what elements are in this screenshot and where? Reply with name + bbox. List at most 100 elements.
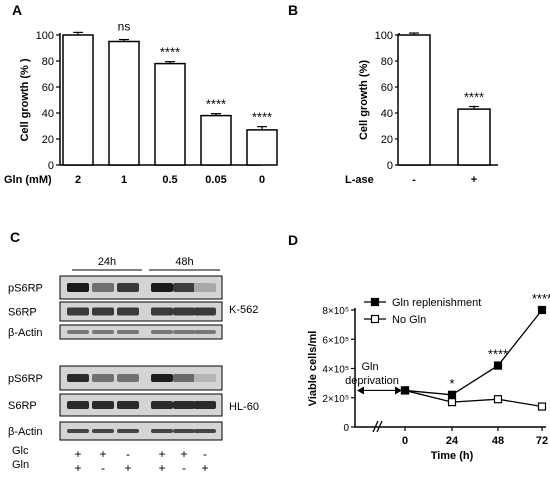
condition-sign: + xyxy=(124,461,131,472)
data-point xyxy=(447,390,457,399)
blot-band xyxy=(194,429,216,433)
annotation-arrowhead-left xyxy=(357,386,364,395)
blot-band xyxy=(173,307,195,316)
blot-band xyxy=(151,374,173,382)
blot-band xyxy=(151,401,173,409)
x-tick-label: 1 xyxy=(121,174,127,186)
y-tick-label: 100 xyxy=(375,30,393,42)
blot-band xyxy=(173,401,195,409)
condition-label: Gln xyxy=(12,459,29,471)
x-tick-label: 0 xyxy=(259,174,265,186)
significance-label: **** xyxy=(488,347,508,362)
blot-band xyxy=(194,401,216,409)
blot-band xyxy=(67,330,89,334)
blot-band xyxy=(92,429,114,433)
condition-sign: + xyxy=(99,447,106,461)
condition-sign: + xyxy=(74,447,81,461)
x-tick-label: + xyxy=(471,174,477,186)
y-axis-label: Cell growth (%) xyxy=(358,60,370,140)
bar xyxy=(397,34,431,166)
y-tick-label: 2×10⁵ xyxy=(322,394,349,405)
y-tick-label: 0 xyxy=(48,160,54,172)
blot-strip xyxy=(59,275,223,300)
y-tick-label: 80 xyxy=(42,56,54,68)
blot-band xyxy=(117,429,139,433)
axis-break-mark xyxy=(376,420,383,433)
blot-band xyxy=(173,374,195,382)
blot-row-label: β-Actin xyxy=(8,327,42,339)
y-tick-label: 0 xyxy=(343,423,349,434)
blot-row-label: S6RP xyxy=(8,307,37,319)
blot-band xyxy=(92,307,114,316)
x-tick-label: 24 xyxy=(446,435,459,447)
data-point xyxy=(537,402,547,411)
blot-strip xyxy=(59,421,223,441)
legend-marker xyxy=(370,297,380,307)
y-tick-label: 80 xyxy=(381,56,393,68)
blot-band xyxy=(194,283,216,292)
x-tick-label: - xyxy=(412,174,416,186)
bar xyxy=(154,62,186,166)
axis-break-mark xyxy=(372,420,379,433)
chart-d-viable-cells: 0 2×10⁵ 4×10⁵ 6×10⁵ 8×10⁵ Viable cells/ml 0 24 4… xyxy=(307,291,550,462)
blot-band xyxy=(117,330,139,334)
significance-label: ns xyxy=(118,20,131,34)
y-tick-label: 40 xyxy=(381,108,393,120)
x-tick-label: 72 xyxy=(536,435,548,447)
blot-strip xyxy=(59,301,223,322)
bar xyxy=(200,114,232,166)
blot-band xyxy=(67,307,89,316)
blot-band xyxy=(67,374,89,382)
blot-band xyxy=(92,374,114,382)
condition-sign: + xyxy=(158,447,165,461)
legend-marker xyxy=(370,314,380,324)
blot-band xyxy=(67,429,89,433)
blot-band xyxy=(194,307,216,316)
legend-label: No Gln xyxy=(392,314,426,326)
blot-band xyxy=(67,401,89,409)
chart-b-lase: 0 20 40 60 80 100 Cell growth (%) - **** + L-ase xyxy=(345,30,498,186)
bar xyxy=(108,40,140,166)
blot-band xyxy=(117,307,139,316)
data-point xyxy=(493,361,503,370)
blot-band xyxy=(151,283,173,292)
y-tick-label: 20 xyxy=(381,134,393,146)
condition-sign: - xyxy=(203,447,207,461)
blot-band xyxy=(117,283,139,292)
blot-band xyxy=(173,429,195,433)
blot-band xyxy=(151,307,173,316)
blot-band xyxy=(151,429,173,433)
condition-sign: + xyxy=(180,447,187,461)
blot-band xyxy=(92,330,114,334)
data-point xyxy=(537,305,547,315)
significance-label: **** xyxy=(532,291,550,306)
bar xyxy=(62,34,94,166)
x-tick-label: 0.05 xyxy=(205,174,226,186)
blot-row-label: pS6RP xyxy=(8,373,43,385)
x-tick-label: 0.5 xyxy=(162,174,177,186)
timepoint-label: 48h xyxy=(175,256,193,268)
bar xyxy=(246,129,278,166)
cell-line-label: K-562 xyxy=(229,304,258,316)
chart-a-gln-dose: 0 20 40 60 80 100 Cell growth (% ) 2 ns 1 **** 0.5 *… xyxy=(4,20,278,186)
significance-label: **** xyxy=(252,110,272,125)
series-line xyxy=(404,389,543,408)
y-tick-label: 100 xyxy=(36,30,54,42)
condition-sign: - xyxy=(101,461,105,472)
panel-label-b: B xyxy=(288,2,298,18)
panel-label-c: C xyxy=(10,229,20,245)
y-tick-label: 4×10⁵ xyxy=(322,365,349,376)
significance-label: **** xyxy=(160,45,180,60)
condition-sign: - xyxy=(182,461,186,472)
blot-band xyxy=(173,283,195,292)
y-tick-label: 0 xyxy=(387,160,393,172)
condition-label: Glc xyxy=(12,445,29,457)
data-point xyxy=(400,386,410,395)
y-tick-label: 40 xyxy=(42,108,54,120)
x-tick-label: 2 xyxy=(75,174,81,186)
blot-band xyxy=(117,374,139,382)
y-tick-label: 6×10⁵ xyxy=(322,335,349,346)
blot-band xyxy=(194,330,216,334)
y-tick-label: 60 xyxy=(381,82,393,94)
